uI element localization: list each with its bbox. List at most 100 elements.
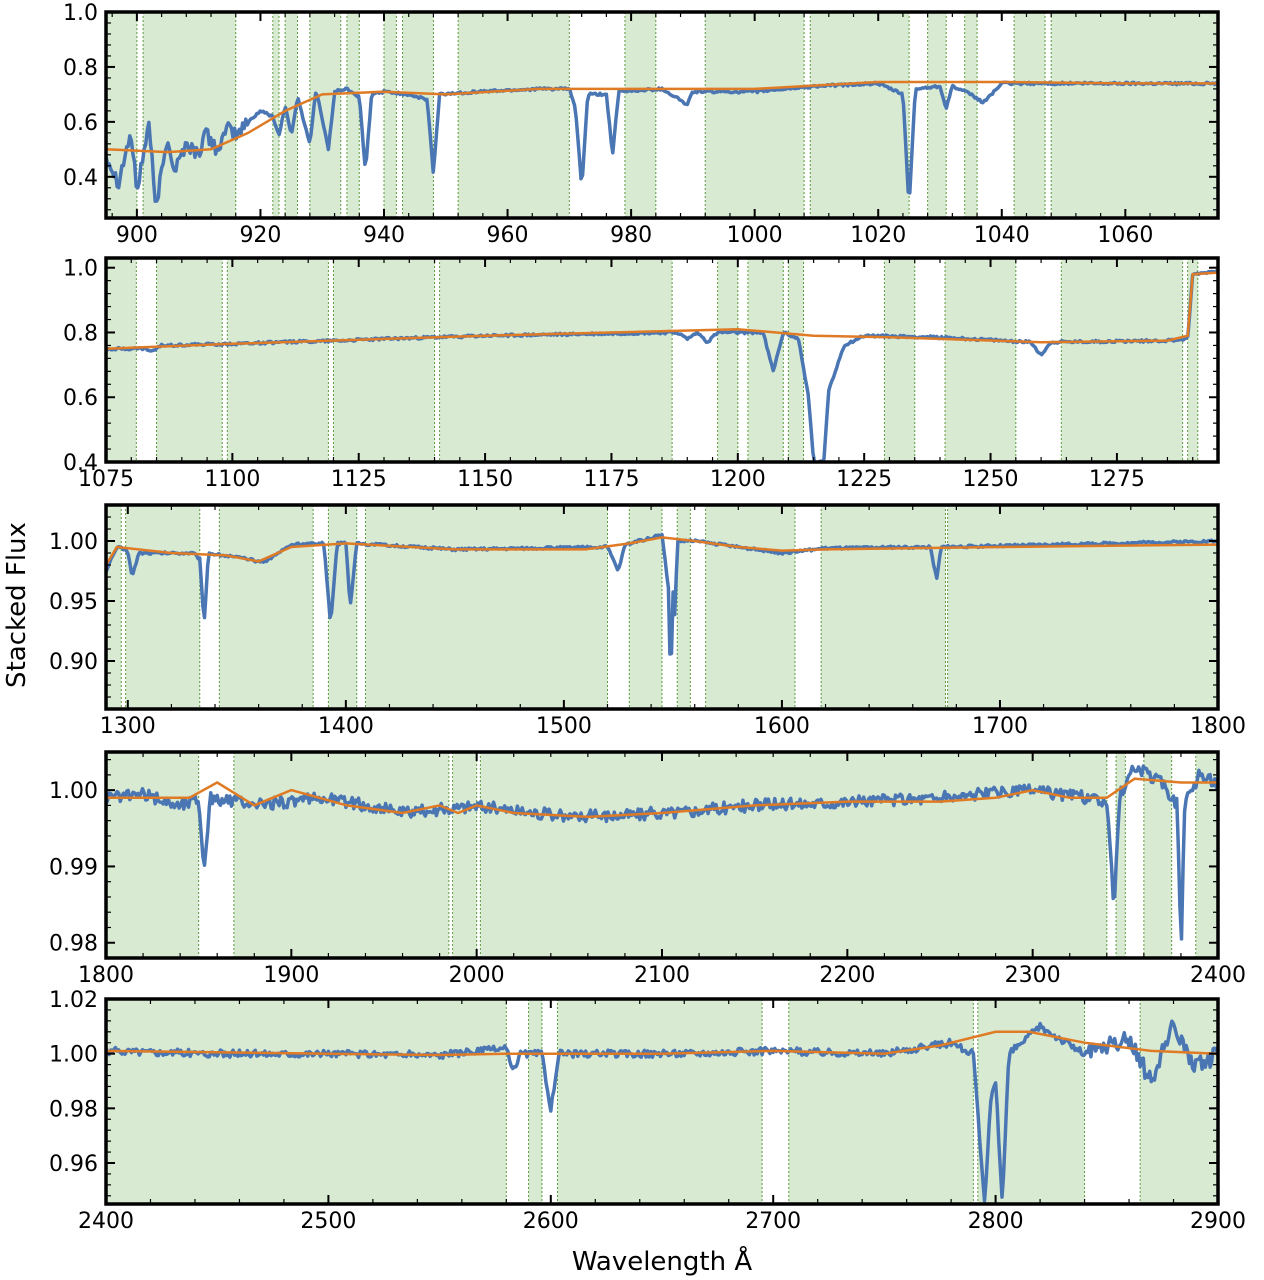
fit-band (528, 999, 542, 1204)
y-tick-label: 0.8 (63, 321, 98, 346)
x-tick-label: 1000 (727, 223, 783, 248)
continuum-fit-line (106, 777, 1218, 819)
fit-band (557, 999, 763, 1204)
x-tick-label: 1150 (457, 467, 513, 492)
plot-area (106, 999, 1218, 1204)
fit-band (125, 505, 200, 709)
x-tick-label: 1040 (974, 223, 1030, 248)
fit-band (285, 12, 298, 218)
axes-frame (104, 997, 1220, 1206)
fit-band (143, 12, 236, 218)
x-tick-label: 1800 (78, 963, 134, 988)
x-tick-label: 900 (116, 223, 158, 248)
y-tick-label: 0.96 (49, 1152, 98, 1177)
spectrum-panel-4: 1800 1900 2000 2100 2200 2300 2400 0.98 0.99 1.00 (49, 750, 1246, 988)
y-axis-title: Stacked Flux (2, 522, 32, 688)
fit-band (106, 12, 137, 218)
spectrum-panel-2: 1075 1100 1125 1150 1175 1200 1225 1250 1275 0.4 0… (63, 256, 1220, 492)
y-tick-label: 0.99 (49, 855, 98, 880)
y-tick-label: 0.98 (49, 932, 98, 957)
x-tick-label: 1900 (263, 963, 319, 988)
x-tick-label: 1075 (78, 467, 134, 492)
spectrum-panel-1: 900 920 940 960 980 1000 1020 1040 1060 0.4 0.6 0.8… (63, 1, 1220, 248)
x-tick-label: 2600 (523, 1209, 579, 1234)
fit-band (1051, 12, 1218, 218)
x-tick-label: 2100 (634, 963, 690, 988)
stacked-flux-line (106, 532, 1218, 656)
y-tick-label: 0.90 (49, 650, 98, 675)
fit-band (1187, 258, 1198, 462)
x-tick-label: 1700 (972, 714, 1028, 739)
fit-band (1014, 12, 1046, 218)
y-tick-label: 0.98 (49, 1097, 98, 1122)
fit-band (788, 258, 804, 462)
continuum-fit-line (106, 536, 1218, 566)
x-tick-label: 2700 (745, 1209, 801, 1234)
x-tick-label: 1060 (1097, 223, 1153, 248)
axes-frame (104, 503, 1220, 711)
x-tick-label: 1300 (100, 714, 156, 739)
x-tick-label: 1275 (1089, 467, 1145, 492)
x-tick-label: 1225 (836, 467, 892, 492)
fit-band (705, 12, 805, 218)
y-tick-label: 1.00 (49, 530, 98, 555)
x-tick-label: 1175 (583, 467, 639, 492)
y-tick-label: 0.6 (63, 386, 98, 411)
fit-band (884, 258, 915, 462)
x-tick-label: 1200 (710, 467, 766, 492)
x-tick-label: 1600 (754, 714, 810, 739)
spectrum-panel-5: 2400 2500 2600 2700 2800 2900 0.96 0.98 1.00 1.02 (49, 988, 1246, 1234)
fit-band (945, 258, 1016, 462)
fit-band (458, 12, 570, 218)
x-tick-label: 1500 (536, 714, 592, 739)
x-tick-label: 1800 (1190, 714, 1246, 739)
fit-band (156, 258, 223, 462)
fit-band (964, 12, 978, 218)
y-tick-label: 1.00 (49, 1043, 98, 1068)
fit-band (705, 505, 796, 709)
x-tick-label: 2200 (819, 963, 875, 988)
x-tick-label: 2300 (1005, 963, 1061, 988)
x-tick-label: 2900 (1190, 1209, 1246, 1234)
y-tick-label: 1.0 (63, 1, 98, 26)
x-tick-label: 960 (487, 223, 529, 248)
plot-area (106, 258, 1218, 462)
x-tick-label: 2400 (78, 1209, 134, 1234)
x-axis-title: Wavelength Å (572, 1245, 753, 1277)
fit-band (747, 258, 784, 462)
y-tick-label: 0.4 (63, 166, 98, 191)
x-tick-label: 1020 (850, 223, 906, 248)
x-tick-label: 2000 (449, 963, 505, 988)
plot-area (106, 12, 1218, 218)
fit-band (947, 505, 1218, 709)
y-tick-label: 1.02 (49, 988, 98, 1013)
spectrum-panel-3: 1300 1400 1500 1600 1700 1800 0.90 0.95 1.00 (49, 503, 1246, 739)
y-tick-label: 1.0 (63, 257, 98, 282)
fit-band (346, 12, 360, 218)
plot-area (106, 505, 1218, 709)
continuum-fit-line (106, 1030, 1218, 1057)
fit-band (384, 12, 397, 218)
fit-band (452, 752, 477, 958)
x-tick-label: 1250 (963, 467, 1019, 492)
fit-band (309, 12, 341, 218)
fit-band (677, 505, 691, 709)
fit-band (480, 752, 1107, 958)
y-tick-label: 0.4 (63, 451, 98, 476)
fit-band (788, 999, 974, 1204)
fit-band (106, 258, 137, 462)
fit-band (1195, 752, 1218, 958)
fit-band (227, 258, 329, 462)
fit-band (927, 12, 947, 218)
x-tick-label: 1400 (318, 714, 374, 739)
continuum-fit-line (106, 80, 1218, 154)
fit-band (333, 258, 435, 462)
x-tick-label: 1125 (331, 467, 387, 492)
fit-band (1061, 258, 1183, 462)
fit-band (106, 752, 199, 958)
continuum-fit-line (106, 271, 1218, 350)
x-tick-label: 1100 (204, 467, 260, 492)
panels: 900 920 940 960 980 1000 1020 1040 1060 0.4 0.6 0.8… (49, 1, 1246, 1234)
y-tick-label: 0.6 (63, 111, 98, 136)
